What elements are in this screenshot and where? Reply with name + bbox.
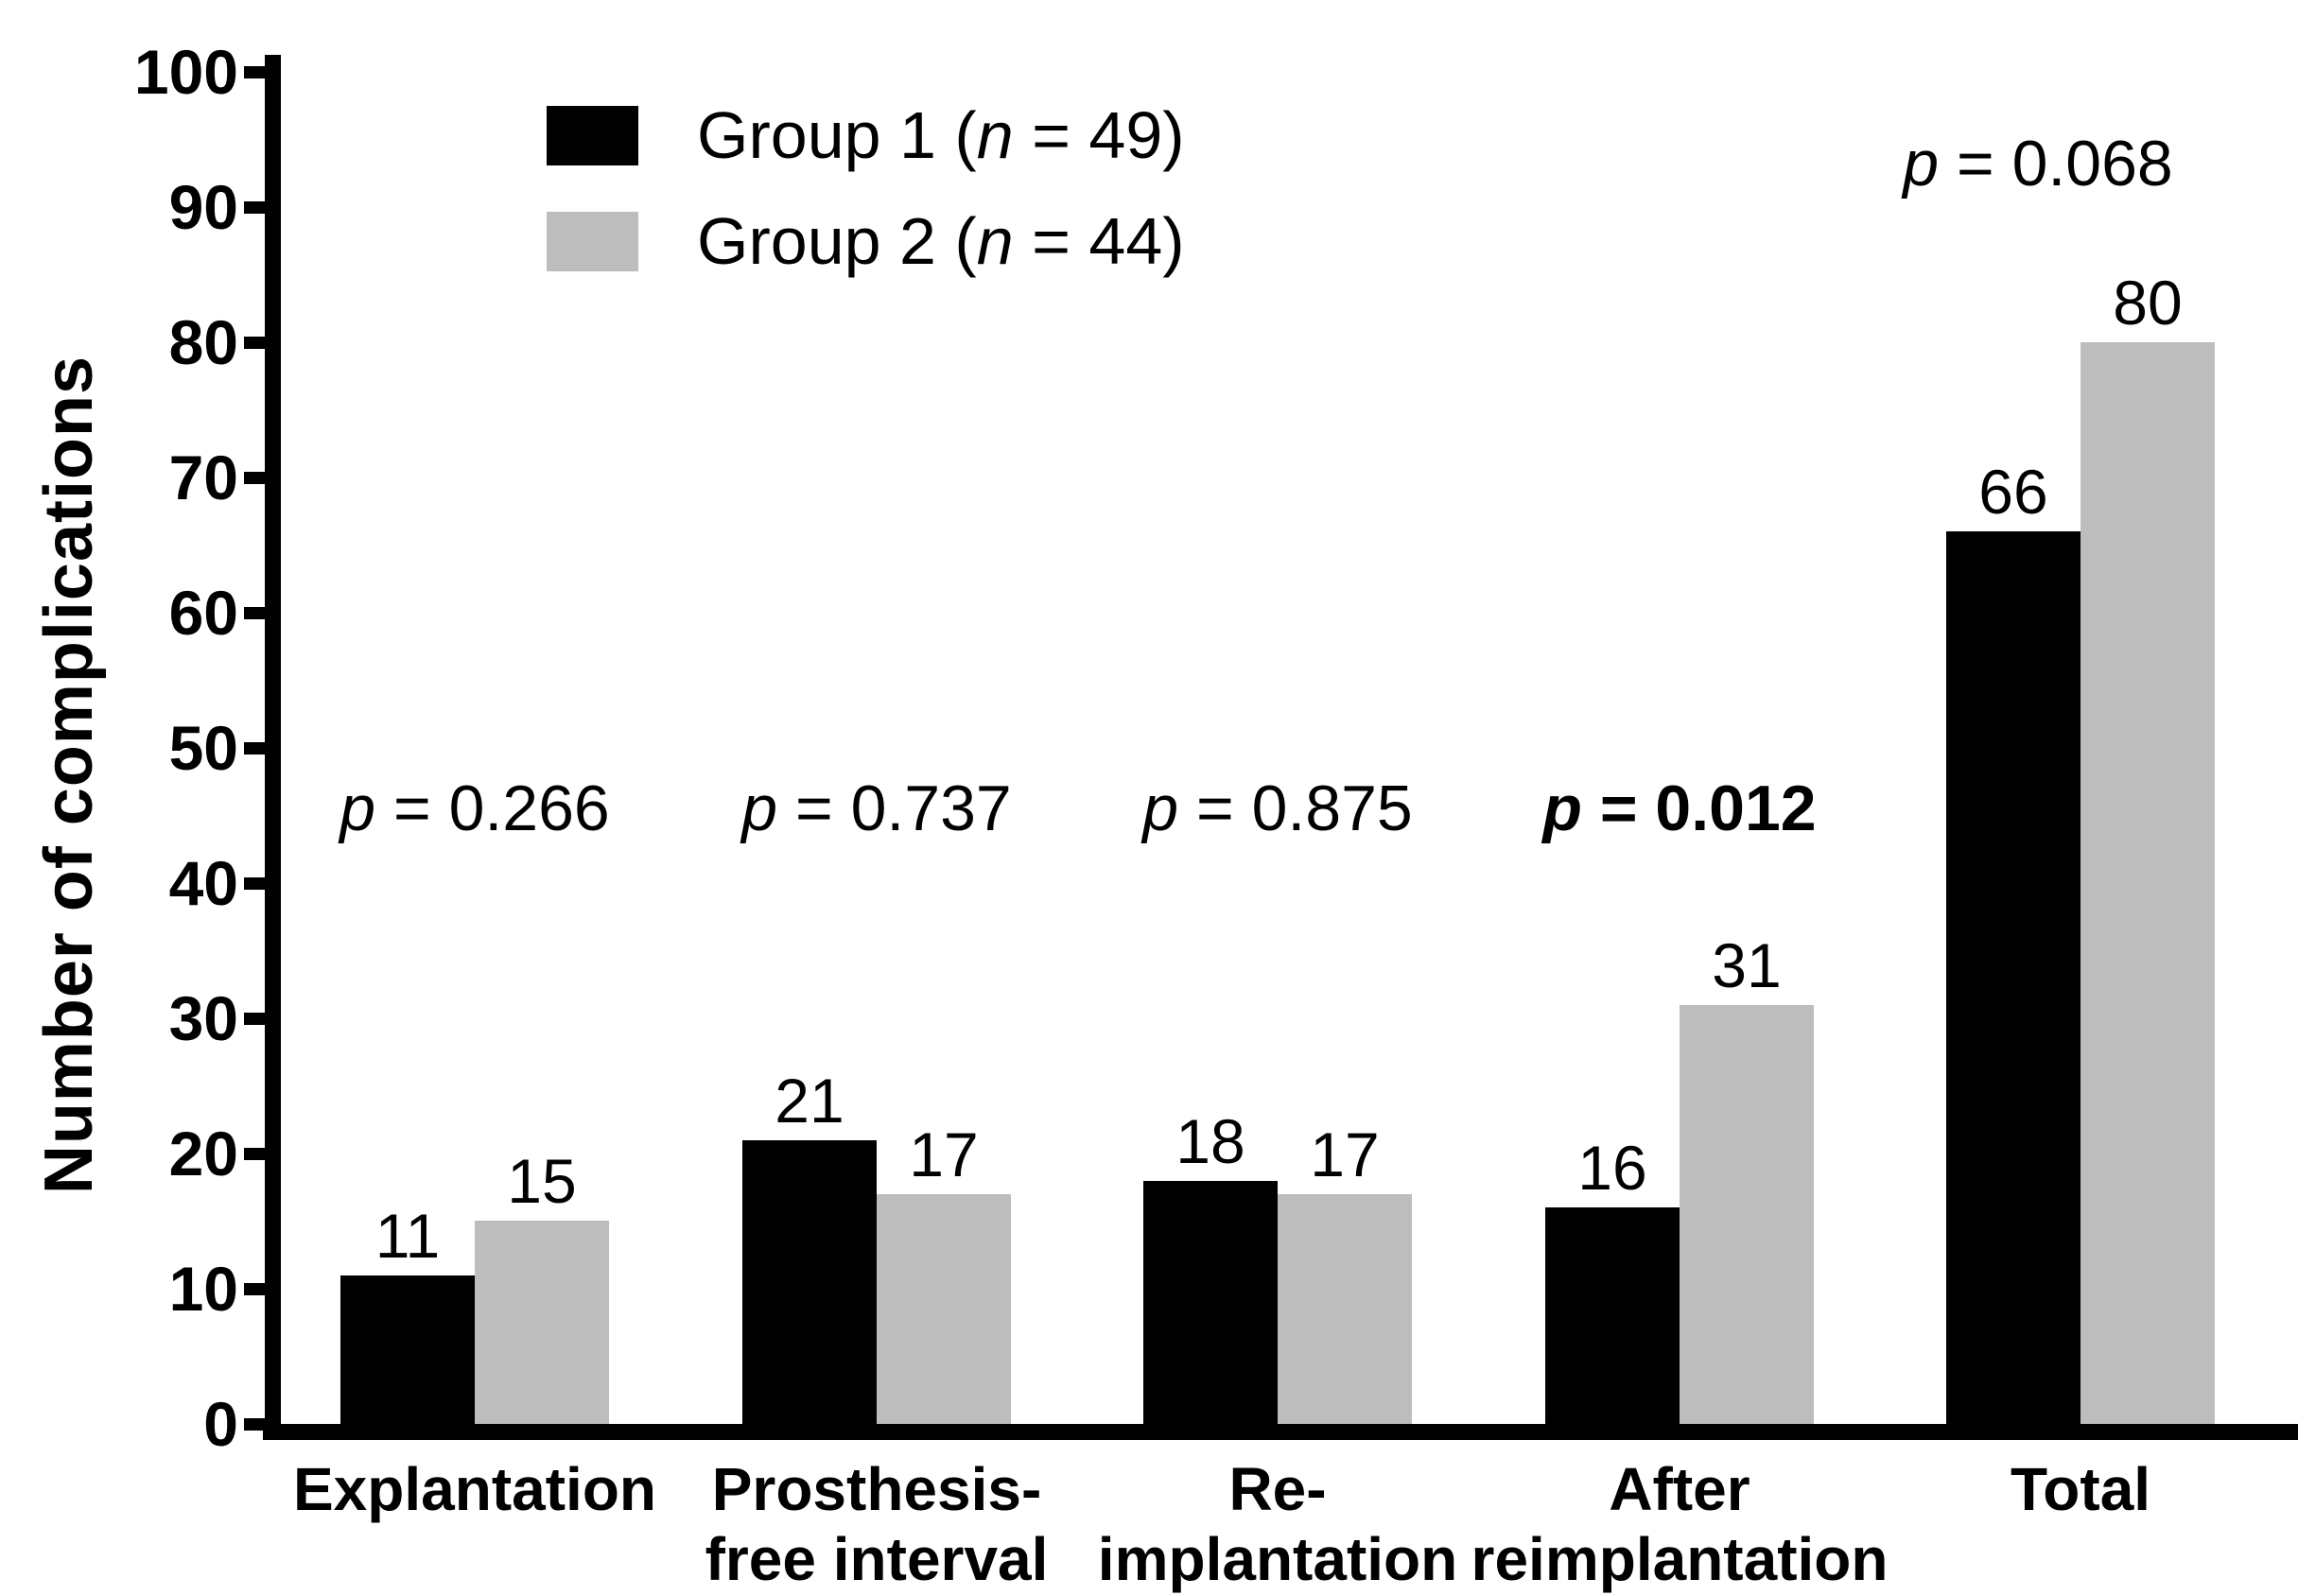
- bar-group2-1: [475, 1221, 609, 1424]
- bar-value-label: 18: [1175, 1106, 1245, 1176]
- bar-group2-2: [877, 1194, 1011, 1424]
- y-tick: [244, 201, 265, 214]
- bar-group2-5: [2080, 342, 2215, 1424]
- y-tick-label: 70: [168, 442, 238, 512]
- p-value-label: p = 0.012: [1542, 772, 1817, 844]
- bar-value-label: 11: [374, 1201, 441, 1271]
- bar-value-label: 31: [1712, 930, 1782, 1000]
- category-label: Prosthesis-free interval: [705, 1455, 1049, 1593]
- bar-value-label: 17: [1310, 1119, 1380, 1189]
- p-value-label: p = 0.266: [339, 772, 610, 844]
- bar-value-label: 16: [1577, 1133, 1647, 1203]
- y-tick-label: 30: [168, 983, 238, 1053]
- y-tick-label: 50: [168, 713, 238, 783]
- y-tick: [244, 1148, 265, 1160]
- bar-group2-4: [1680, 1005, 1814, 1424]
- y-tick: [244, 607, 265, 619]
- p-value-label: p = 0.737: [741, 772, 1012, 844]
- bar-group2-3: [1278, 1194, 1412, 1424]
- y-tick-label: 90: [168, 172, 238, 242]
- category-label: After reimplantation: [1471, 1455, 1889, 1593]
- legend-label: Group 2 (n = 44): [697, 204, 1185, 278]
- y-tick-label: 60: [168, 578, 238, 648]
- bar-value-label: 15: [507, 1146, 577, 1216]
- y-tick: [244, 742, 265, 755]
- bar-value-label: 66: [1978, 457, 2048, 527]
- bar-group1-2: [742, 1140, 877, 1424]
- y-axis-line: [265, 55, 281, 1440]
- bar-group1-4: [1545, 1207, 1680, 1424]
- y-tick-label: 100: [133, 37, 238, 107]
- bar-value-label: 17: [909, 1119, 979, 1189]
- y-tick: [244, 1013, 265, 1025]
- y-tick-label: 10: [168, 1254, 238, 1324]
- y-tick: [244, 472, 265, 484]
- x-axis-line: [263, 1424, 2298, 1440]
- legend-swatch: [547, 212, 638, 271]
- bar-group1-3: [1143, 1181, 1278, 1424]
- category-label: Explantation: [292, 1455, 657, 1523]
- y-tick: [244, 1418, 265, 1431]
- category-label: Re-implantation: [1097, 1455, 1458, 1593]
- y-tick-label: 20: [168, 1119, 238, 1188]
- legend-label: Group 1 (n = 49): [697, 98, 1185, 172]
- bar-group1-1: [340, 1275, 475, 1424]
- bar-value-label: 80: [2113, 268, 2183, 338]
- y-tick-label: 0: [203, 1389, 238, 1459]
- legend-swatch: [547, 106, 638, 165]
- y-tick: [244, 337, 265, 349]
- y-tick: [244, 1283, 265, 1295]
- y-tick-label: 40: [168, 848, 238, 918]
- p-value-label: p = 0.068: [1903, 128, 2173, 200]
- p-value-label: p = 0.875: [1142, 772, 1413, 844]
- bar-value-label: 21: [775, 1066, 844, 1136]
- bar-group1-5: [1946, 531, 2080, 1424]
- category-label: Total: [2010, 1455, 2151, 1523]
- y-tick: [244, 66, 265, 78]
- y-tick-label: 80: [168, 307, 238, 377]
- y-tick: [244, 877, 265, 890]
